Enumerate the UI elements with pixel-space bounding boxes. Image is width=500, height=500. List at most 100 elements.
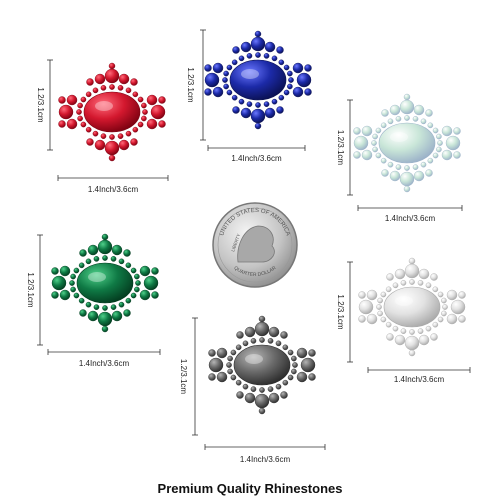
rhinestone: [125, 130, 132, 137]
rhinestone: [230, 374, 237, 381]
height-label: 1.2/3.1cm: [26, 272, 35, 307]
rhinestone: [70, 286, 76, 293]
rhinestone: [85, 91, 92, 98]
width-label: 1.4Inch/3.6cm: [385, 214, 436, 223]
rhinestone: [366, 313, 378, 325]
rhinestone: [102, 305, 108, 311]
rhinestone: [236, 331, 244, 339]
rhinestone: [232, 106, 240, 114]
rhinestone: [125, 87, 132, 94]
rhinestone: [117, 85, 124, 91]
rhinestone: [73, 267, 80, 274]
rhinestone: [137, 121, 144, 128]
rhinestone: [430, 333, 438, 341]
rhinestone: [93, 304, 100, 310]
rhinestone: [109, 134, 115, 140]
rhinestone: [412, 164, 419, 170]
rhinestone: [85, 126, 92, 133]
rhinestone: [212, 62, 224, 74]
rhinestone: [385, 321, 392, 328]
rhinestone: [118, 139, 130, 151]
rhinestone: [432, 127, 439, 134]
rhinestone: [427, 122, 434, 129]
rhinestone-piece: [58, 62, 166, 162]
rhinestone-piece: [358, 257, 466, 357]
width-label: 1.4Inch/3.6cm: [240, 455, 291, 464]
rhinestone: [104, 140, 120, 156]
rhinestone: [291, 355, 297, 362]
rhinestone: [385, 286, 392, 293]
rhinestone: [408, 257, 416, 265]
rhinestone: [86, 138, 94, 146]
rhinestone: [400, 328, 407, 334]
rhinestone: [417, 280, 424, 286]
rhinestone: [287, 374, 294, 381]
rhinestone: [366, 289, 378, 301]
rhinestone: [292, 86, 304, 98]
rhinestone: [375, 152, 382, 159]
rhinestone: [358, 315, 366, 323]
width-label: 1.4Inch/3.6cm: [394, 375, 445, 384]
rhinestone: [66, 118, 78, 130]
rhinestone: [372, 146, 378, 153]
rhinestone: [432, 286, 439, 293]
height-label: 1.2/3.1cm: [36, 87, 45, 122]
rhinestone: [208, 373, 216, 381]
rhinestone: [139, 265, 151, 277]
rhinestone: [94, 139, 106, 151]
rhinestone: [282, 379, 289, 386]
rhinestone: [259, 387, 265, 393]
rhinestone: [380, 122, 387, 129]
rhinestone: [223, 83, 229, 90]
rhinestone: [280, 331, 288, 339]
rhinestone: [445, 135, 461, 151]
rhinestone: [283, 64, 290, 71]
rhinestone: [80, 121, 87, 128]
coin: UNITED STATES OF AMERICA QUARTER DOLLAR …: [212, 202, 298, 288]
rhinestone: [276, 46, 284, 54]
rhinestone: [386, 333, 394, 341]
rhinestone: [117, 133, 124, 139]
center-stone-shine: [88, 272, 106, 282]
rhinestone: [102, 255, 108, 261]
rhinestone: [226, 89, 233, 96]
rhinestone: [441, 310, 447, 317]
rhinestone: [123, 249, 131, 257]
rhinestone: [399, 99, 415, 115]
rhinestone: [264, 107, 276, 119]
rhinestone: [92, 87, 99, 94]
rhinestone: [59, 289, 71, 301]
rhinestone: [87, 310, 99, 322]
rhinestone: [132, 126, 139, 133]
rhinestone: [413, 104, 425, 116]
rhinestone: [110, 304, 117, 310]
coin-portrait: [237, 225, 275, 263]
rhinestone: [258, 407, 266, 415]
rhinestone: [453, 151, 461, 159]
rhinestone: [208, 357, 224, 373]
rhinestone: [268, 326, 280, 338]
rhinestone: [418, 334, 430, 346]
rhinestone: [100, 133, 107, 139]
rhinestone: [263, 53, 270, 59]
center-stone-shine: [245, 354, 263, 364]
rhinestone: [109, 84, 115, 90]
rhinestone: [240, 41, 252, 53]
rhinestone: [150, 104, 166, 120]
rhinestone: [276, 106, 284, 114]
rhinestone: [392, 282, 399, 289]
rhinestone: [278, 59, 285, 66]
rhinestone: [408, 349, 416, 357]
rhinestone: [151, 291, 159, 299]
width-label: 1.4Inch/3.6cm: [79, 359, 130, 368]
rhinestone: [275, 383, 282, 390]
rhinestone: [240, 107, 252, 119]
rhinestone: [389, 170, 401, 182]
rhinestone: [146, 94, 158, 106]
rhinestone: [111, 244, 123, 256]
rhinestone: [292, 62, 304, 74]
rhinestone: [259, 337, 265, 343]
rhinestone: [254, 30, 262, 38]
rhinestone: [134, 273, 140, 280]
rhinestone: [288, 77, 294, 83]
